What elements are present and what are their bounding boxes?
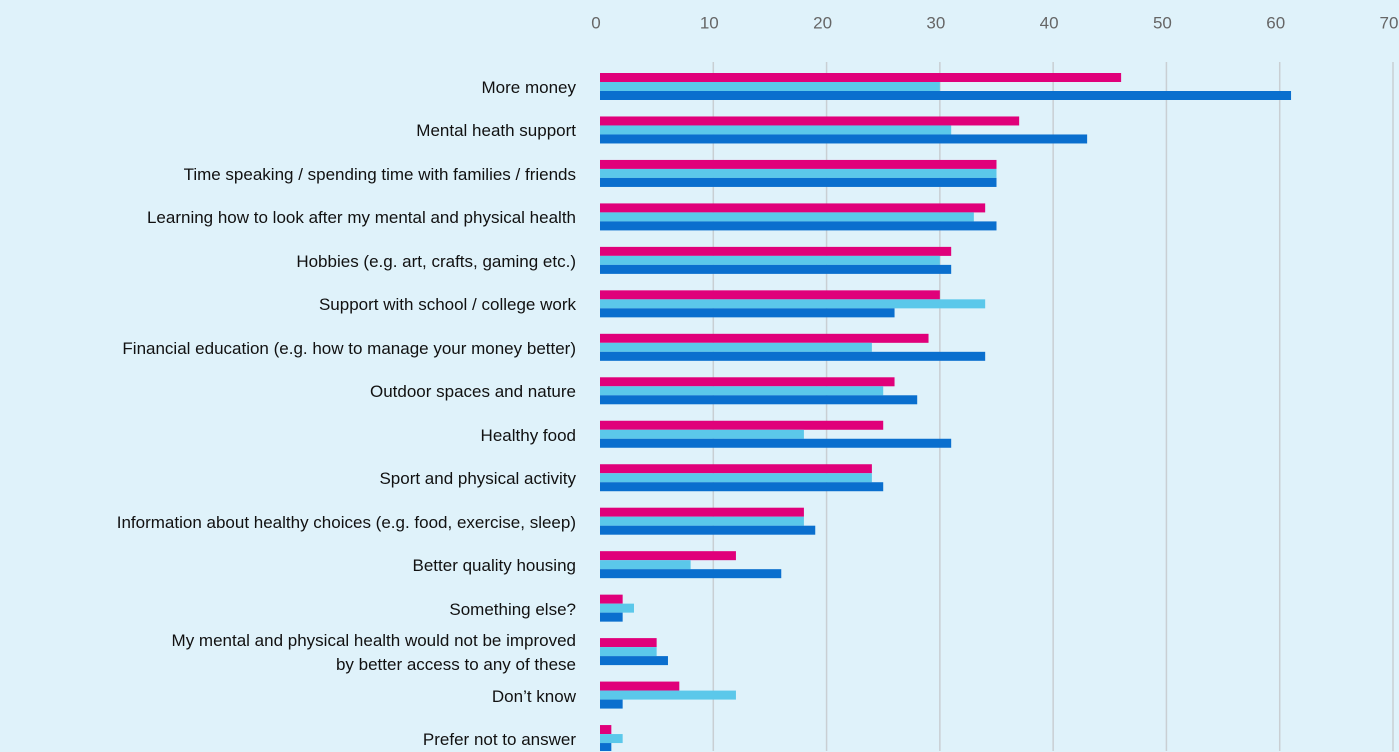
category-label: Learning how to look after my mental and…: [146, 208, 576, 228]
bar: [600, 333, 929, 343]
bar: [600, 308, 895, 318]
bar: [600, 212, 974, 222]
category-label: Healthy food: [480, 425, 576, 445]
bar: [600, 342, 872, 352]
bar: [600, 656, 668, 666]
category-label: Financial education (e.g. how to manage …: [122, 338, 576, 358]
category-label: Mental heath support: [416, 121, 576, 141]
category-label: Better quality housing: [412, 556, 577, 576]
bar: [600, 177, 997, 187]
bar: [600, 386, 884, 396]
category-label: Support with school / college work: [318, 295, 576, 315]
bar: [600, 255, 940, 265]
bar: [600, 681, 680, 691]
bar: [600, 246, 952, 256]
bar: [600, 507, 804, 517]
category-label: Outdoor spaces and nature: [369, 382, 576, 402]
bar: [600, 91, 1292, 100]
bar: [600, 734, 623, 744]
category-label: Time speaking / spending time with famil…: [183, 164, 576, 184]
bar: [600, 482, 884, 492]
bar: [600, 264, 952, 274]
category-label: Don’t know: [491, 686, 576, 706]
category-label: Prefer not to answer: [422, 730, 576, 750]
bar: [600, 125, 952, 135]
bar: [600, 473, 872, 483]
bar: [600, 159, 997, 169]
category-label: Sport and physical activity: [379, 469, 576, 489]
bar: [600, 464, 872, 474]
x-tick-label: 20: [813, 13, 832, 32]
category-label: More money: [481, 78, 576, 97]
x-tick-label: 10: [700, 13, 719, 32]
bar: [600, 351, 986, 361]
bar: [600, 594, 623, 604]
bar: [600, 690, 736, 700]
bar: [600, 438, 952, 448]
bar: [600, 116, 1020, 126]
category-label: Something else?: [449, 599, 576, 619]
category-label: Hobbies (e.g. art, crafts, gaming etc.): [296, 251, 576, 271]
bar: [600, 203, 986, 213]
x-tick-label: 60: [1266, 13, 1285, 32]
bar: [600, 299, 986, 309]
bar: [600, 82, 940, 91]
bar: [600, 743, 612, 751]
bar: [600, 603, 634, 613]
x-tick-label: 0: [591, 13, 600, 32]
bar: [600, 429, 804, 439]
bar: [600, 168, 997, 178]
category-label: My mental and physical health would not …: [171, 631, 576, 675]
x-tick-label: 30: [926, 13, 945, 32]
bar: [600, 73, 1122, 82]
bar: [600, 221, 997, 231]
bar: [600, 638, 657, 648]
bar: [600, 647, 657, 657]
bar: [600, 612, 623, 622]
category-label: Information about healthy choices (e.g. …: [116, 512, 576, 532]
bar: [600, 569, 782, 579]
bar: [600, 725, 612, 735]
bar: [600, 395, 918, 405]
x-tick-label: 40: [1040, 13, 1059, 32]
bar: [600, 551, 736, 561]
bar: [600, 290, 940, 300]
x-tick-label: 70: [1380, 13, 1399, 32]
bar: [600, 516, 804, 526]
x-tick-label: 50: [1153, 13, 1172, 32]
bar: [600, 420, 884, 430]
bar: [600, 560, 691, 570]
bar: [600, 525, 816, 535]
bar: [600, 377, 895, 387]
bar: [600, 699, 623, 709]
bar: [600, 134, 1088, 144]
